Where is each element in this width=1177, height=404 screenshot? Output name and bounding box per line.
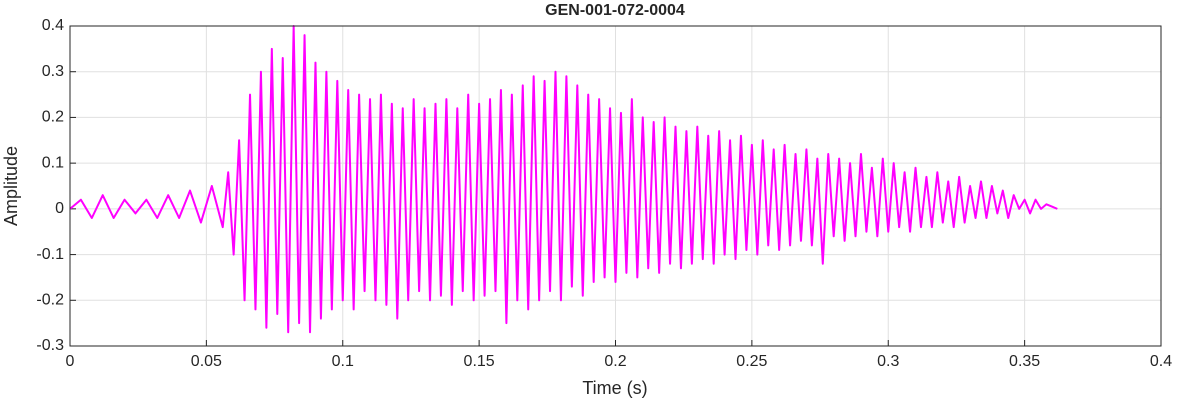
plot-frame [69, 25, 1162, 347]
y-tick-label: -0.2 [36, 292, 64, 309]
x-tick-label: 0.25 [736, 353, 767, 370]
x-tick-label: 0.3 [877, 353, 899, 370]
y-axis-label: Amplitude [1, 146, 21, 226]
y-tick-label: -0.3 [36, 337, 64, 354]
y-tick-label: -0.1 [36, 246, 64, 263]
y-tick-label: 0.2 [42, 109, 64, 126]
x-tick-label: 0.35 [1009, 353, 1040, 370]
y-tick-label: 0.3 [42, 63, 64, 80]
x-tick-label: 0.1 [332, 353, 354, 370]
chart-title: GEN-001-072-0004 [545, 2, 685, 19]
x-tick-label: 0.05 [191, 353, 222, 370]
x-tick-label: 0.4 [1150, 353, 1172, 370]
y-tick-label: 0 [55, 200, 64, 217]
waveform-line [69, 25, 1058, 334]
x-tick-label: 0.2 [604, 353, 626, 370]
x-axis-label: Time (s) [582, 378, 647, 398]
y-tick-label: 0.4 [42, 17, 64, 34]
x-tick-label: 0 [66, 353, 75, 370]
x-tick-label: 0.15 [464, 353, 495, 370]
y-tick-label: 0.1 [42, 154, 64, 171]
